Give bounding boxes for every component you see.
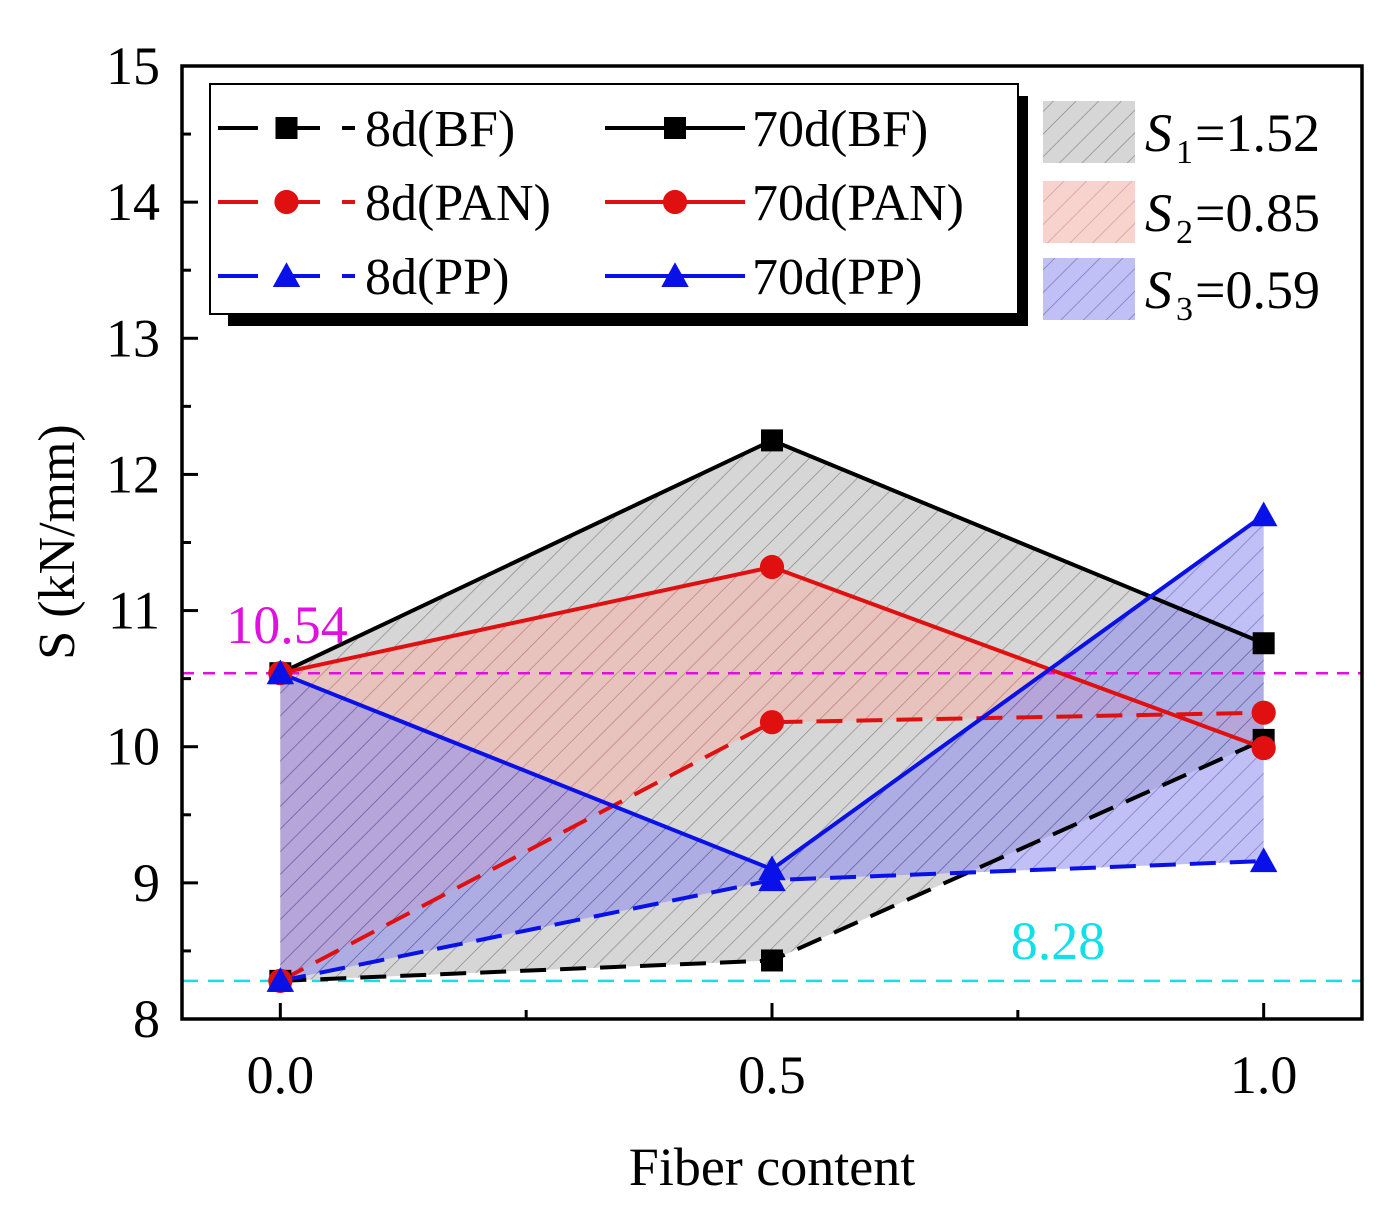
data-point-70d(PP)-0.5 [758, 855, 786, 881]
data-point-70d(PP)-1 [1249, 501, 1278, 527]
legend-label-70d(PP): 70d(PP) [752, 249, 922, 306]
data-point-70d(PAN)-0.5 [759, 554, 785, 580]
legend-marker-8d(PP) [272, 262, 301, 287]
x-axis-title: Fiber content [629, 1137, 915, 1197]
legend-marker-70d(PAN) [662, 189, 688, 215]
data-point-8d(PAN)-0.5 [759, 710, 785, 735]
reference-label-10.54: 10.54 [226, 595, 348, 655]
area-label-value: =0.85 [1195, 183, 1320, 243]
reference-lines: 10.54 8.28 [182, 595, 1362, 983]
series-legend: 8d(BF) 70d(BF) 8d(PAN) 70d(PAN) 8d(PP) 70d(PP… [209, 83, 1028, 326]
area-hatch-pan [280, 567, 1264, 981]
area-label-symbol: S [1145, 103, 1172, 163]
area-label-symbol: S [1145, 183, 1172, 243]
area-label-value: =1.52 [1195, 103, 1320, 163]
y-tick-label: 10 [106, 717, 160, 777]
y-tick-label: 12 [106, 444, 160, 504]
legend-marker-8d(PAN) [274, 189, 299, 215]
area-label-subscript: 2 [1176, 214, 1193, 251]
data-point-70d(PP)-0 [266, 659, 295, 685]
data-series [266, 429, 1278, 993]
y-tick-label: 8 [133, 989, 160, 1049]
y-tick-label: 14 [106, 172, 160, 232]
x-tick-label: 0.5 [738, 1045, 806, 1105]
reference-label-8.28: 8.28 [1011, 911, 1106, 971]
area-label-value: =0.59 [1195, 260, 1320, 320]
legend-label-8d(BF): 8d(BF) [365, 101, 515, 158]
area-label-subscript: 3 [1176, 291, 1193, 328]
legend-label-8d(PP): 8d(PP) [365, 249, 509, 306]
y-axis-title: S (kN/mm) [29, 424, 86, 659]
y-tick-label: 9 [133, 853, 160, 913]
data-point-8d(PP)-1 [1249, 847, 1278, 873]
area-legend: S 1 =1.52S 2 =0.85S 3 =0.59 [1043, 101, 1320, 328]
area-hatch-pp [280, 515, 1264, 981]
legend-label-70d(BF): 70d(BF) [752, 101, 928, 158]
legend-label-8d(PAN): 8d(PAN) [365, 175, 551, 232]
data-point-70d(BF)-0.5 [761, 429, 783, 452]
legend-marker-8d(BF) [275, 117, 298, 139]
data-point-70d(PAN)-1 [1251, 735, 1276, 761]
filled-areas [280, 440, 1264, 981]
area-legend-hatch-bf [1043, 101, 1135, 163]
y-tick-label: 13 [106, 308, 160, 368]
data-point-8d(BF)-0.5 [761, 949, 783, 972]
y-tick-label: 15 [106, 36, 160, 96]
data-point-70d(BF)-1 [1252, 632, 1275, 655]
series-line-8d(PAN) [279, 710, 1264, 983]
area-label-symbol: S [1145, 260, 1172, 320]
data-point-8d(PAN)-1 [1251, 700, 1276, 725]
x-tick-label: 0.0 [247, 1045, 315, 1105]
y-tick-label: 11 [108, 581, 160, 641]
x-tick-label: 1.0 [1230, 1045, 1298, 1105]
legend-marker-70d(BF) [664, 117, 686, 139]
area-label-subscript: 1 [1176, 134, 1193, 171]
legend-marker-70d(PP) [661, 262, 689, 287]
data-point-8d(PP)-0 [266, 967, 295, 992]
area-legend-hatch-pan [1043, 181, 1135, 243]
area-legend-hatch-pp [1043, 258, 1135, 320]
legend-label-70d(PAN): 70d(PAN) [752, 175, 964, 232]
